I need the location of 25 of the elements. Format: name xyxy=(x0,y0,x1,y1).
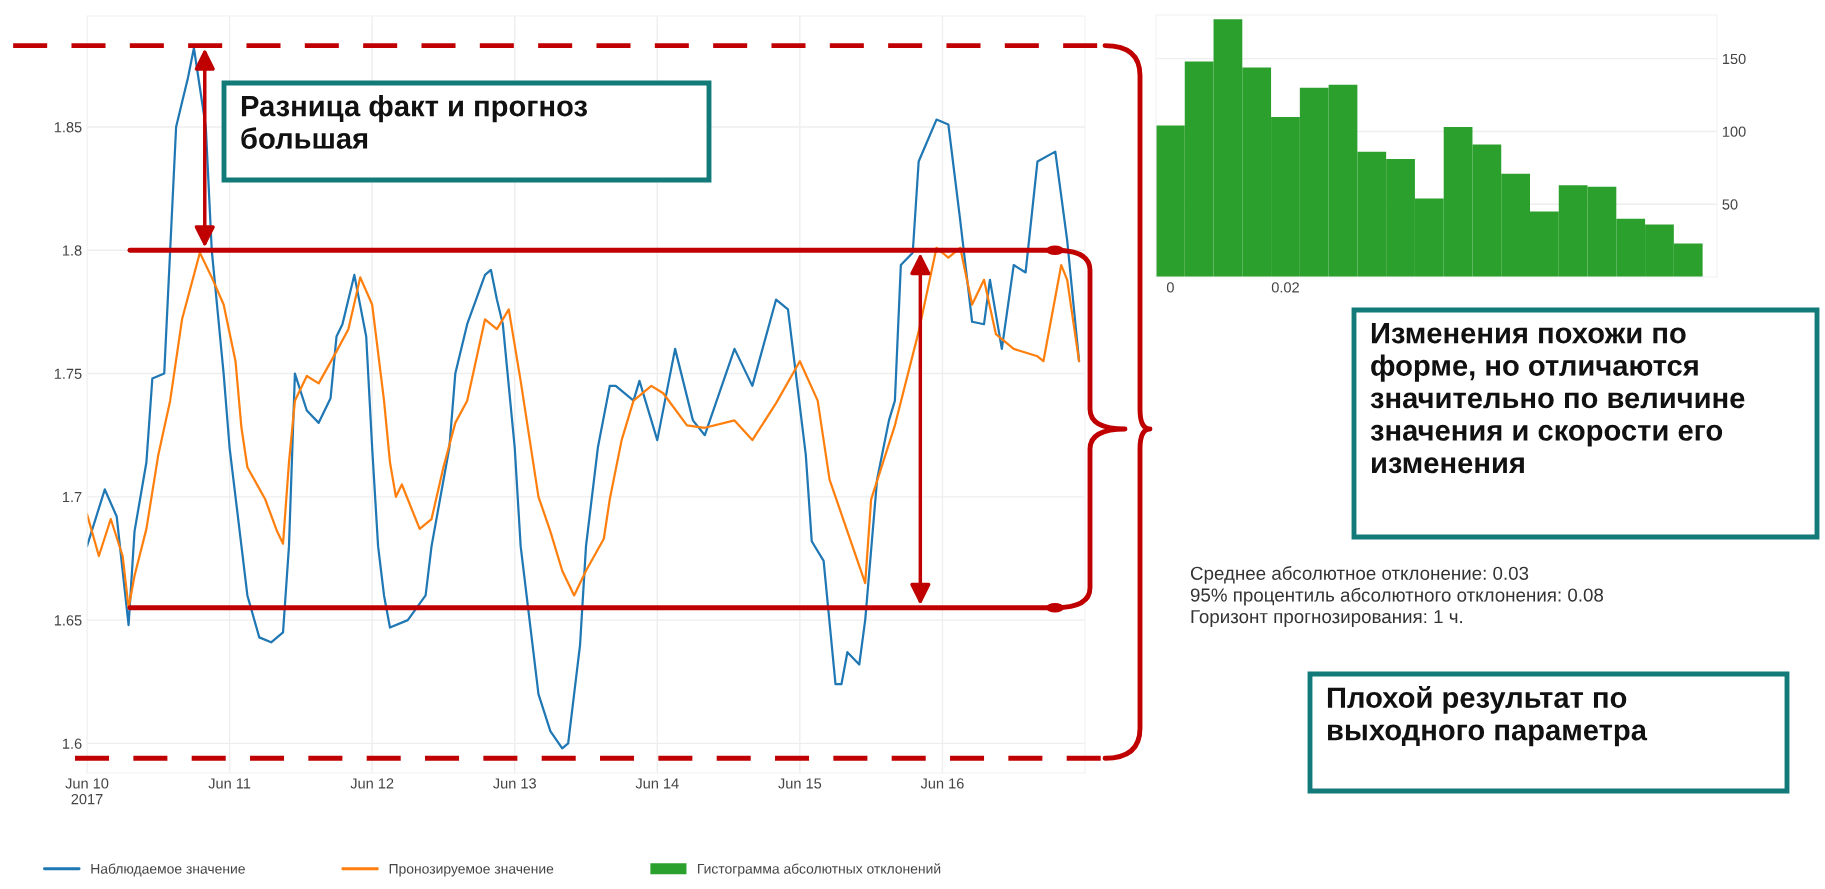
y-tick-label: 1.65 xyxy=(54,615,82,626)
y-tick-label: 1.7 xyxy=(62,492,82,503)
text: Изменения похожи по форме, но отличаются значительно по величине значения и скорости его изменения xyxy=(1370,323,1745,474)
x-tick-label: Jun 12 xyxy=(350,778,394,789)
x-tick-label: Jun 11 xyxy=(208,778,251,789)
text: Плохой результат по выходного параметра xyxy=(1327,686,1648,747)
x-tick-label: Jun 13 xyxy=(493,778,536,789)
y-tick-label: 1.6 xyxy=(62,738,82,749)
y-tick-label: 1.85 xyxy=(54,122,82,133)
legend-label: Пронозируемое значение xyxy=(389,864,554,877)
y-tick-label: 100 xyxy=(1722,126,1746,137)
y-tick-label: 150 xyxy=(1722,53,1746,65)
legend-label: Наблюдаемое значение xyxy=(91,863,245,877)
text: Среднее абсолютное отклонение: 0.03 95% процентиль абсолютного отклонения: 0.08 Горизонт прогнозирования: 1 ч. xyxy=(1190,566,1604,627)
x-tick-label: Jun 14 xyxy=(635,778,679,789)
y-tick-label: 1.8 xyxy=(62,245,82,256)
y-tick-label: 50 xyxy=(1722,199,1738,210)
x-tick-label: Jun 16 xyxy=(920,778,964,789)
y-tick-label: 1.75 xyxy=(54,368,82,379)
x-tick-label: 0.02 xyxy=(1271,282,1299,293)
x-tick-label: 0 xyxy=(1166,282,1174,293)
x-tick-label: Jun 15 xyxy=(778,778,822,789)
annotation: Разница факт и прогноз большая xyxy=(241,95,588,149)
legend-label: Гистограмма абсолютных отклонений xyxy=(698,863,941,877)
x-tick-label: Jun 10 2017 xyxy=(65,778,109,805)
